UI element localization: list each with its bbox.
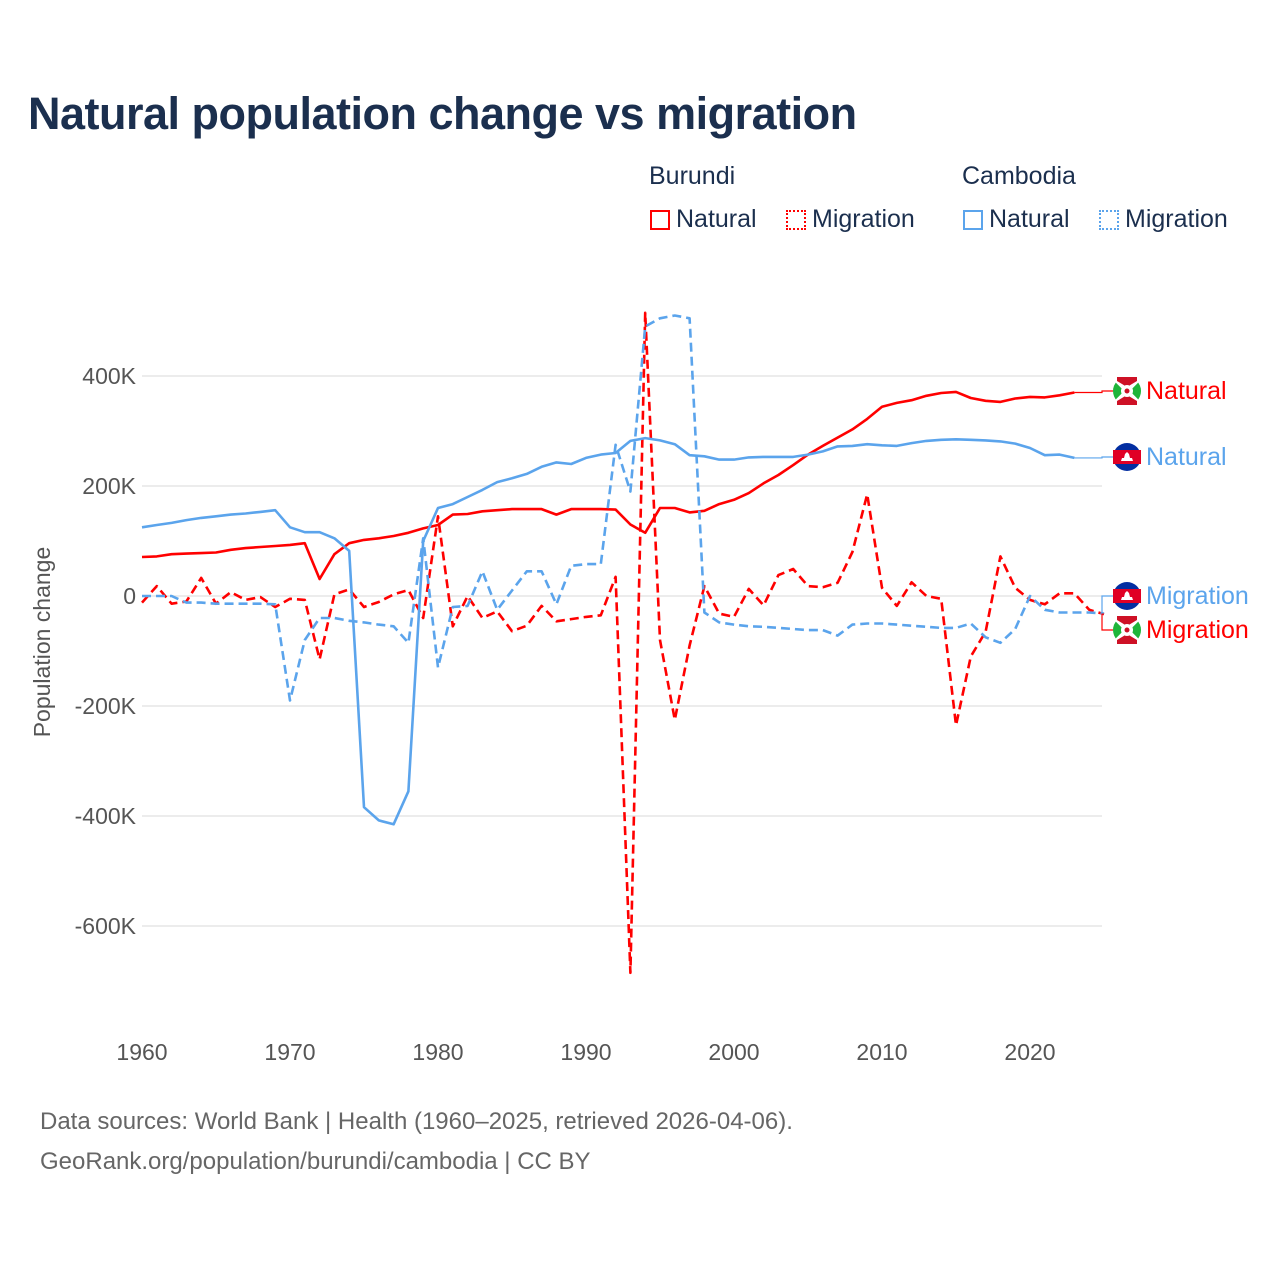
cambodia-flag-icon — [1113, 443, 1141, 471]
y-tick-label: 400K — [82, 363, 136, 389]
y-tick-label: 0 — [123, 583, 136, 609]
burundi-flag-icon — [1111, 614, 1143, 646]
legend-swatch-solid-red — [650, 209, 670, 230]
legend-cambodia-natural[interactable]: Natural — [963, 205, 1070, 234]
flag-temple — [1121, 591, 1133, 600]
series-line-cambodia-natural — [141, 436, 1075, 826]
x-tick-label: 1960 — [116, 1039, 167, 1065]
end-label-connector — [1074, 456, 1113, 459]
end-label-cambodia-migration: Migration — [1146, 582, 1249, 610]
legend-group-cambodia: Cambodia — [962, 162, 1076, 190]
legend-label: Natural — [989, 205, 1070, 233]
series-line-cambodia-migration — [142, 314, 1105, 702]
legend-swatch-dotted-blue — [1099, 209, 1119, 230]
footer-sources: Data sources: World Bank | Health (1960–… — [40, 1108, 793, 1135]
footer-link[interactable]: GeoRank.org/population/burundi/cambodia … — [40, 1148, 591, 1175]
legend-swatch-solid-blue — [963, 209, 983, 230]
legend-burundi-natural[interactable]: Natural — [650, 205, 757, 234]
y-axis-label: Population change — [29, 547, 55, 738]
x-tick-label: 2010 — [856, 1039, 907, 1065]
legend-burundi-migration[interactable]: Migration — [786, 205, 915, 234]
end-label-connector — [1101, 613, 1113, 631]
y-tick-label: -600K — [75, 913, 137, 939]
flag-star — [1124, 627, 1130, 633]
legend-label: Natural — [676, 205, 757, 233]
x-tick-label: 1990 — [560, 1039, 611, 1065]
y-tick-label: -400K — [75, 803, 137, 829]
end-label-cambodia-natural: Natural — [1146, 443, 1227, 471]
end-label-burundi-migration: Migration — [1146, 616, 1249, 644]
burundi-flag-icon — [1111, 375, 1143, 407]
cambodia-flag-icon — [1113, 582, 1141, 610]
legend-cambodia-migration[interactable]: Migration — [1099, 205, 1228, 234]
series-line-burundi-migration — [141, 311, 1105, 975]
flag-red — [1117, 377, 1137, 405]
legend-label: Migration — [1125, 205, 1228, 233]
x-tick-label: 2000 — [708, 1039, 759, 1065]
flag-star — [1124, 388, 1130, 394]
end-label-connector — [1074, 390, 1113, 394]
end-label-burundi-natural: Natural — [1146, 377, 1227, 405]
chart-title: Natural population change vs migration — [28, 88, 857, 139]
x-tick-label: 1980 — [412, 1039, 463, 1065]
end-label-connector — [1101, 595, 1113, 615]
x-tick-label: 1970 — [264, 1039, 315, 1065]
y-tick-label: -200K — [75, 693, 137, 719]
legend-label: Migration — [812, 205, 915, 233]
x-tick-label: 2020 — [1004, 1039, 1055, 1065]
flag-red — [1117, 616, 1137, 644]
y-tick-label: 200K — [82, 473, 136, 499]
legend-swatch-dotted-red — [786, 209, 806, 230]
series-line-burundi-natural — [141, 390, 1075, 581]
flag-temple — [1121, 452, 1133, 461]
legend-group-burundi: Burundi — [649, 162, 736, 190]
